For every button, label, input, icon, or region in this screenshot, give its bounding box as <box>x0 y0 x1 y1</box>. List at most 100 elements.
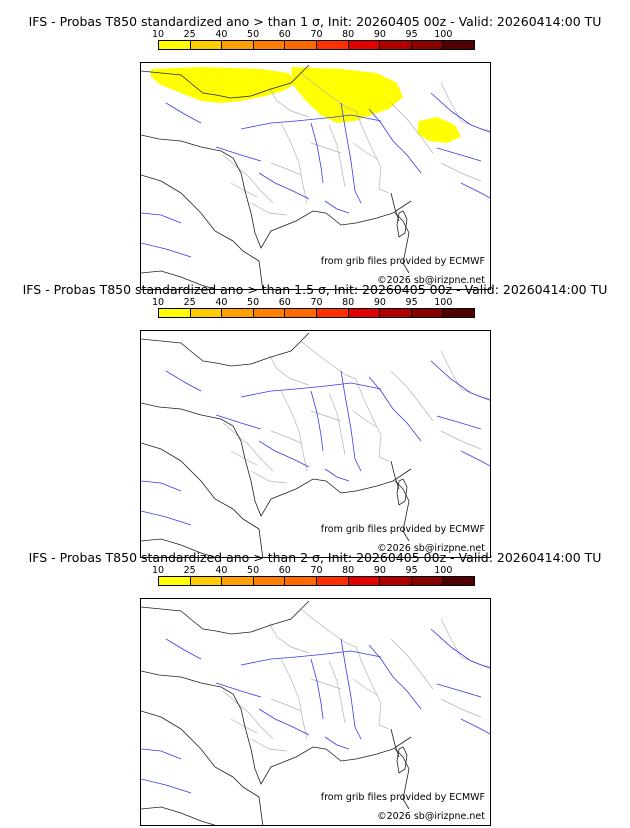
map-area[interactable]: from grib files provided by ECMWF ©2026 … <box>140 62 491 290</box>
river <box>215 682 262 698</box>
river <box>240 650 382 666</box>
region-border <box>440 82 490 131</box>
colorbar-segment <box>253 577 286 585</box>
river <box>324 200 350 214</box>
region-border <box>328 124 346 188</box>
colorbar-segment <box>316 577 349 585</box>
region-border <box>250 470 288 484</box>
colorbar-segment <box>443 309 474 317</box>
river <box>436 683 482 698</box>
colorbar-tick-label: 60 <box>278 297 291 308</box>
corsica-coastline <box>396 478 408 506</box>
river <box>165 370 202 392</box>
region-border <box>390 102 434 154</box>
colorbar-tick-label: 100 <box>434 565 453 576</box>
region-border <box>300 72 390 194</box>
region-border <box>352 678 378 696</box>
coastline <box>141 64 310 99</box>
source-credit: from grib files provided by ECMWF <box>320 792 485 803</box>
coastline <box>141 600 310 635</box>
region-border <box>250 738 288 752</box>
map-area[interactable]: from grib files provided by ECMWF ©2026 … <box>140 330 491 558</box>
coastline <box>141 710 264 825</box>
probability-area <box>417 117 461 143</box>
colorbar-segment <box>411 577 444 585</box>
colorbar-segment <box>222 309 254 317</box>
river <box>460 182 490 199</box>
region-border <box>270 430 302 444</box>
river <box>430 92 490 133</box>
panel-title: IFS - Probas T850 standardized ano > tha… <box>22 282 608 297</box>
river <box>258 708 310 736</box>
panel-title: IFS - Probas T850 standardized ano > tha… <box>28 14 602 29</box>
colorbar-tick-label: 100 <box>434 29 453 40</box>
coastline <box>141 332 310 367</box>
river <box>141 480 182 492</box>
coastline <box>141 270 216 289</box>
copyright: ©2026 sb@irizpne.net <box>377 543 485 554</box>
river <box>165 102 202 124</box>
river <box>368 376 422 442</box>
region-border <box>440 350 490 399</box>
colorbar-segment <box>348 309 381 317</box>
region-border <box>390 370 434 422</box>
coastline <box>141 134 412 249</box>
colorbar-segment <box>348 577 381 585</box>
map-area[interactable]: from grib files provided by ECMWF ©2026 … <box>140 598 491 826</box>
coastline <box>141 174 264 289</box>
colorbar-segment <box>253 309 286 317</box>
region-border <box>440 430 482 450</box>
river <box>460 450 490 467</box>
colorbar-tick-label: 80 <box>342 297 355 308</box>
probability-area <box>291 67 403 123</box>
coastline <box>141 670 412 785</box>
copyright: ©2026 sb@irizpne.net <box>377 275 485 286</box>
panel-title: IFS - Probas T850 standardized ano > tha… <box>28 550 602 565</box>
colorbar-segment <box>316 41 349 49</box>
region-border <box>440 618 490 667</box>
colorbar-tick-label: 70 <box>310 565 323 576</box>
river <box>368 108 422 174</box>
river <box>436 147 482 162</box>
region-border <box>268 622 310 654</box>
river <box>460 718 490 735</box>
colorbar-segment <box>159 577 191 585</box>
river <box>310 390 324 452</box>
coastline <box>141 538 216 557</box>
colorbar <box>158 308 475 318</box>
river <box>436 415 482 430</box>
river <box>240 114 382 130</box>
map-panel-3: IFS - Probas T850 standardized ano > tha… <box>0 550 630 826</box>
coastline <box>141 442 264 557</box>
colorbar-tick-label: 90 <box>373 29 386 40</box>
france-map <box>141 332 490 557</box>
coastline <box>390 460 400 490</box>
river <box>324 468 350 482</box>
colorbar-tick-label: 25 <box>183 297 196 308</box>
river <box>165 638 202 660</box>
colorbar-tick-label: 25 <box>183 29 196 40</box>
colorbar-tick-label: 50 <box>247 297 260 308</box>
colorbar-tick-label: 50 <box>247 565 260 576</box>
colorbar-tick-label: 95 <box>405 29 418 40</box>
colorbar-segment <box>348 41 381 49</box>
region-border <box>328 660 346 724</box>
colorbar-segment <box>190 309 223 317</box>
source-credit: from grib files provided by ECMWF <box>320 256 485 267</box>
colorbar-tick-label: 100 <box>434 297 453 308</box>
colorbar-tick-label: 90 <box>373 565 386 576</box>
corsica-coastline <box>396 210 408 238</box>
coastline <box>394 212 410 274</box>
river <box>310 122 324 184</box>
corsica-coastline <box>396 746 408 774</box>
colorbar-segment <box>411 41 444 49</box>
colorbar-tick-label: 80 <box>342 565 355 576</box>
coastline <box>141 806 216 825</box>
region-border <box>268 354 310 386</box>
colorbar-tick-label: 40 <box>215 565 228 576</box>
river <box>141 242 192 258</box>
colorbar-segment <box>380 309 412 317</box>
france-map <box>141 600 490 825</box>
colorbar-tick-label: 95 <box>405 565 418 576</box>
coastline <box>390 192 400 222</box>
